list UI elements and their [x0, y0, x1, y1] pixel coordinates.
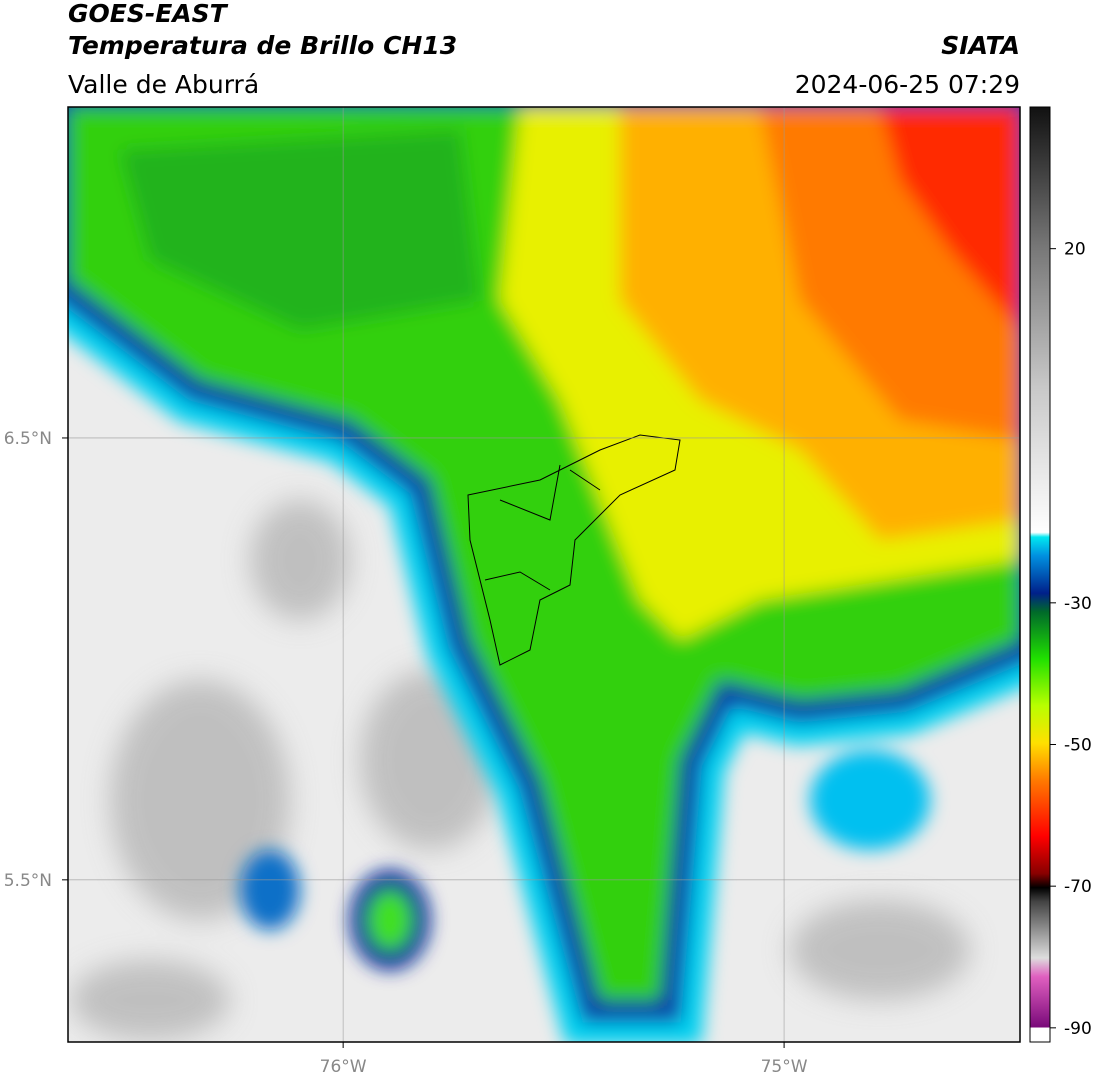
x-tick-label: 76°W — [320, 1057, 367, 1077]
graticule — [68, 107, 1020, 1042]
region: Valle de Aburrá — [68, 70, 259, 99]
colorbar-tick-label: -50 — [1064, 736, 1092, 756]
map-frame — [67, 106, 1021, 1043]
title: Temperatura de Brillo CH13 — [68, 31, 457, 60]
y-tick-label: 5.5°N — [4, 871, 52, 891]
satellite: GOES-EAST — [68, 0, 229, 28]
brightness-field — [68, 107, 1020, 1042]
source: SIATA — [941, 31, 1020, 60]
colorbar-tick-label: -30 — [1064, 594, 1092, 614]
y-tick-label: 6.5°N — [4, 429, 52, 449]
colorbar-tick-label: -90 — [1064, 1019, 1092, 1039]
colorbar-tick-label: 20 — [1064, 240, 1086, 260]
x-tick-label: 75°W — [761, 1057, 808, 1077]
colorbar-tick-label: -70 — [1064, 877, 1092, 897]
colorbar — [1029, 106, 1051, 1043]
timestamp: 2024-06-25 07:29 — [795, 70, 1020, 99]
